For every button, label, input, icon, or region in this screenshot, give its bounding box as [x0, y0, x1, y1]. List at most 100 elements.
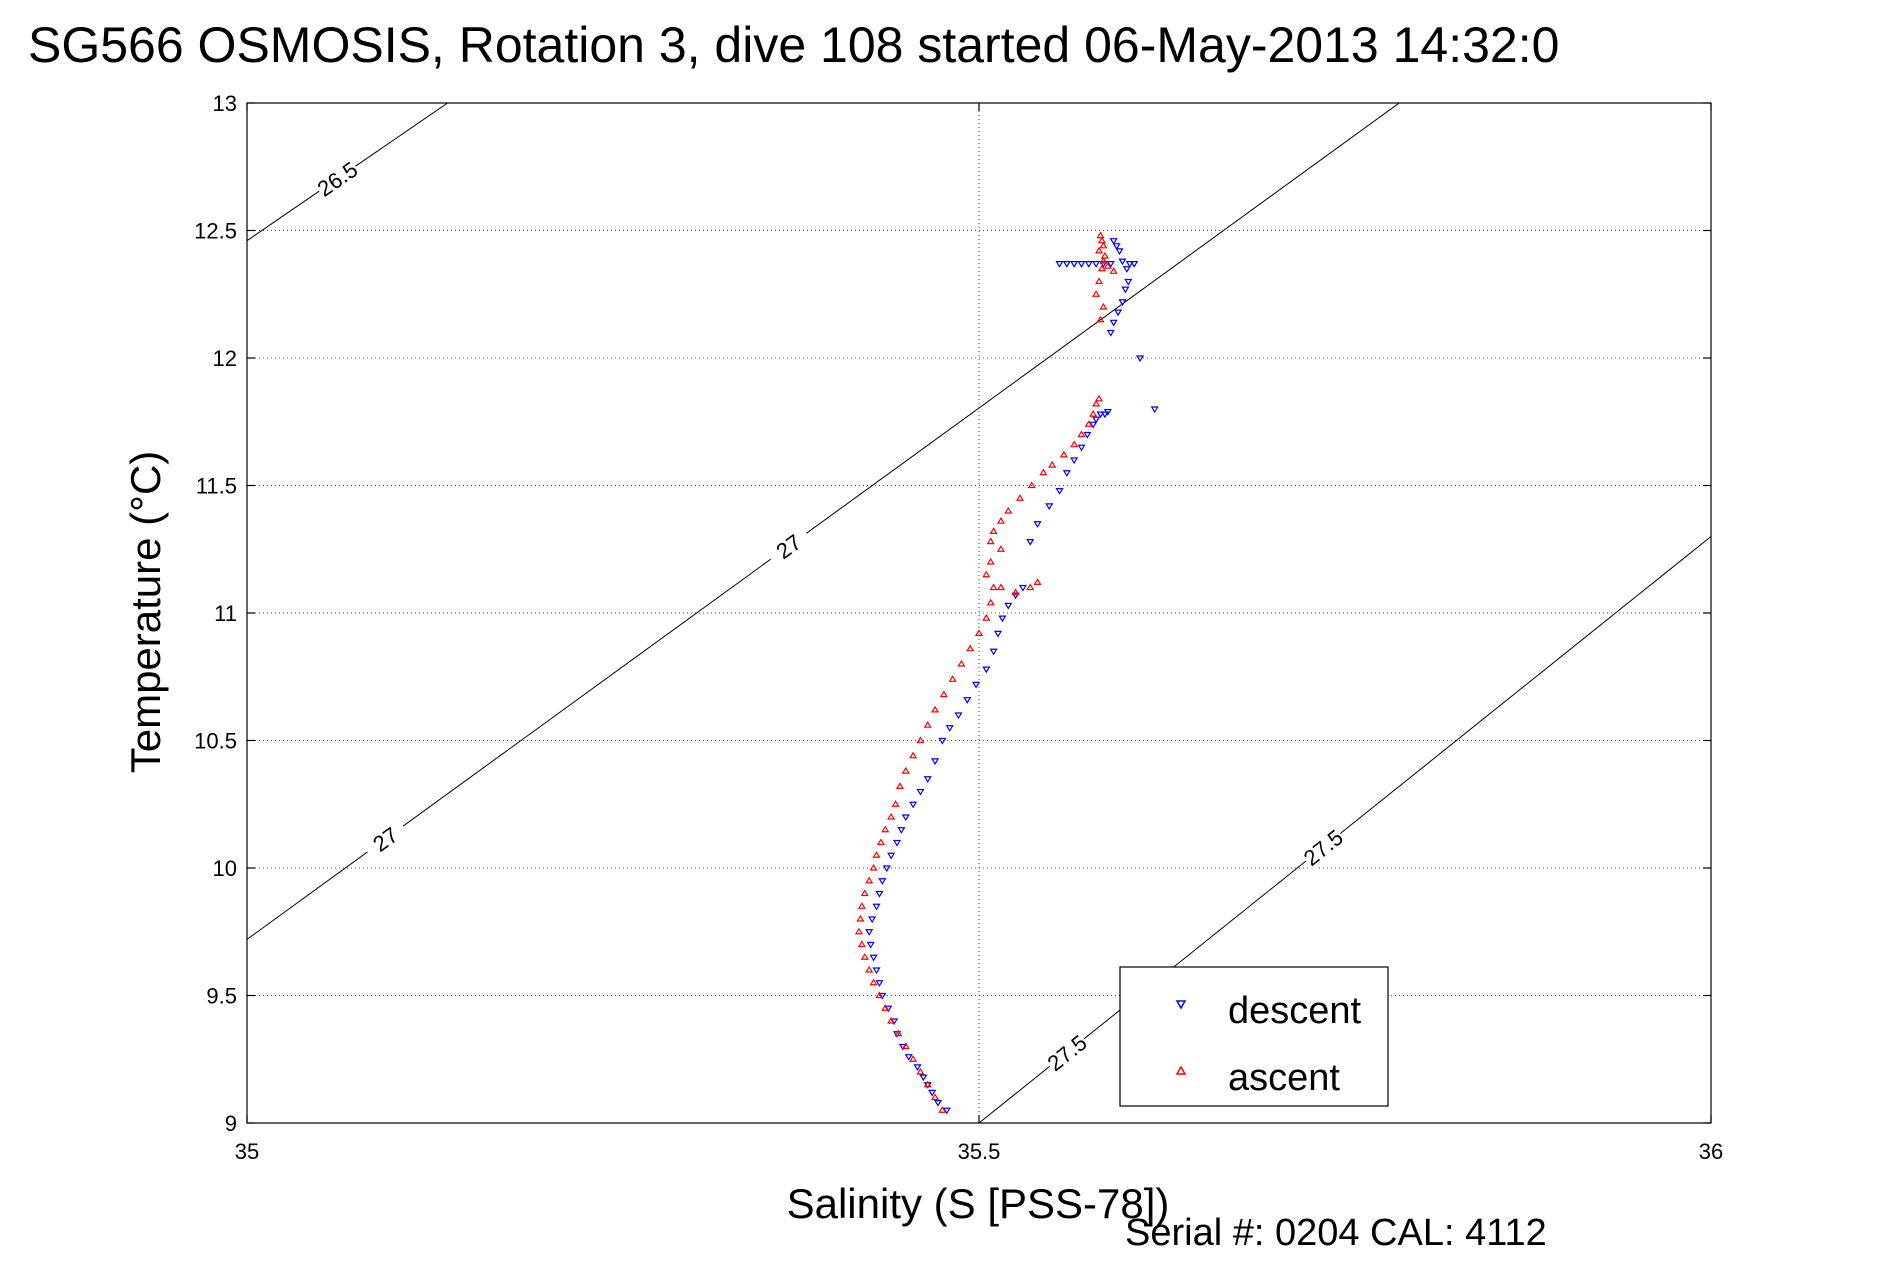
descent-point: [1124, 278, 1133, 286]
descent-point: [942, 1107, 951, 1115]
ascent-point: [894, 1029, 903, 1037]
ascent-point: [916, 1067, 925, 1075]
ascent-point: [989, 527, 998, 534]
descent-point: [1130, 261, 1139, 268]
ascent-point: [895, 782, 905, 789]
ascent-point: [860, 889, 869, 897]
descent-point: [904, 1054, 913, 1061]
ascent-point: [966, 644, 975, 652]
ascent-point: [881, 1004, 890, 1011]
descent-point: [1112, 243, 1121, 250]
descent-point: [916, 788, 925, 796]
x-axis-label: Salinity (S [PSS-78]): [787, 1180, 1170, 1227]
ascent-point: [1077, 430, 1086, 438]
descent-point: [869, 954, 878, 962]
ascent-point: [1099, 256, 1108, 264]
descent-point: [878, 878, 887, 885]
data-points: [854, 231, 1159, 1115]
ascent-point: [865, 965, 874, 973]
descent-point: [1109, 238, 1118, 245]
y-tick-label: 12.5: [194, 219, 237, 244]
descent-point: [875, 890, 884, 898]
ascent-point: [876, 838, 885, 846]
serial-cal-footer: Serial #: 0204 CAL: 4112: [1125, 1212, 1547, 1254]
y-tick-label: 11.5: [196, 474, 237, 499]
descent-point: [1089, 421, 1098, 429]
ascent-point: [1096, 231, 1105, 239]
ascent-point: [1004, 506, 1013, 514]
x-tick-label: 35.5: [958, 1139, 1001, 1164]
chart-title: SG566 OSMOSIS, Rotation 3, dive 108 star…: [28, 17, 1559, 73]
y-tick-label: 10.5: [194, 729, 237, 754]
ascent-point: [948, 675, 957, 682]
ascent-point: [957, 659, 966, 667]
legend: descent ascent: [1119, 966, 1389, 1107]
ascent-point: [901, 766, 910, 774]
descent-point: [887, 852, 896, 860]
ascent-point: [996, 583, 1006, 591]
contour-label-bg: [763, 523, 814, 569]
ascent-point: [931, 1093, 940, 1101]
ascent-point: [909, 751, 918, 759]
contour-label-bg: [360, 816, 411, 862]
descent-point: [872, 903, 881, 911]
descent-point: [954, 712, 963, 720]
descent-point: [1135, 355, 1145, 363]
ascent-point: [1070, 440, 1079, 448]
descent-point: [892, 839, 902, 847]
ascent-point: [869, 863, 878, 871]
axis-ticks: 35 35.5 36 9 9.5 10 10.5 11 11.5 12 12.5 13: [194, 91, 1723, 1164]
descent-point: [1045, 503, 1054, 511]
ascent-point: [974, 629, 984, 636]
ascent-point: [1027, 481, 1036, 489]
ascent-point: [1084, 420, 1093, 427]
descent-point: [1084, 261, 1093, 268]
y-tick-label: 11: [214, 601, 237, 626]
ascent-point: [938, 1106, 947, 1113]
descent-point: [1033, 521, 1042, 528]
legend-box: [1119, 966, 1389, 1107]
x-tick-label: 36: [1699, 1139, 1723, 1164]
descent-point: [872, 967, 881, 975]
contour-label-bg: [1042, 1029, 1092, 1076]
y-tick-label: 12: [213, 346, 237, 371]
descent-point: [938, 737, 947, 745]
grid-lines: [247, 103, 1711, 1123]
ascent-point: [1015, 494, 1025, 501]
y-tick-label: 10: [213, 856, 237, 881]
descent-point: [1122, 266, 1131, 273]
descent-point: [998, 615, 1007, 623]
y-tick-label: 9.5: [206, 984, 237, 1009]
ascent-point: [982, 613, 991, 621]
ascent-point: [986, 557, 995, 565]
descent-point: [1062, 261, 1071, 268]
ascent-point: [1099, 241, 1108, 249]
ascent-point: [1033, 578, 1042, 585]
descent-point: [1109, 319, 1118, 327]
descent-point: [1118, 299, 1127, 307]
legend-descent-marker: [1175, 1000, 1187, 1010]
y-tick-label: 9: [225, 1111, 237, 1136]
descent-point: [913, 1064, 922, 1072]
ascent-point: [891, 800, 900, 807]
descent-point: [1018, 584, 1027, 592]
descent-point: [1011, 592, 1020, 600]
ascent-point: [887, 812, 896, 820]
descent-point: [1004, 602, 1013, 610]
descent-point: [919, 1074, 928, 1082]
descent-point: [928, 1089, 937, 1097]
ascent-point: [857, 940, 866, 948]
contour-label: 26.5: [313, 157, 362, 202]
descent-point: [1100, 411, 1109, 419]
descent-point: [1062, 470, 1071, 477]
ascent-point: [1099, 302, 1108, 310]
descent-point: [866, 941, 875, 949]
descent-point: [1121, 286, 1130, 294]
descent-point: [1106, 261, 1115, 268]
descent-point: [993, 630, 1003, 638]
descent-point: [933, 1100, 943, 1107]
ascent-point: [1097, 264, 1107, 272]
contour-label-bg: [1298, 824, 1348, 871]
legend-descent-label: descent: [1228, 990, 1362, 1032]
legend-ascent-marker: [1175, 1065, 1187, 1075]
